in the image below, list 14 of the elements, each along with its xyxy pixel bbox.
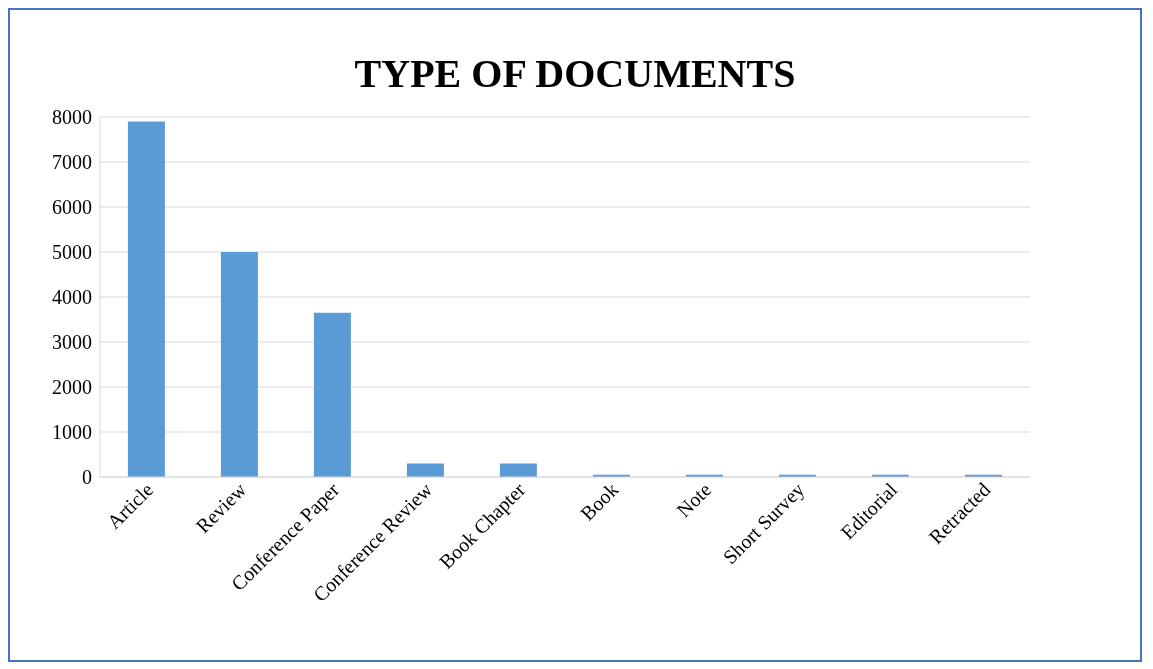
bar bbox=[127, 121, 165, 477]
bar bbox=[313, 312, 351, 477]
y-tick-label: 8000 bbox=[52, 106, 92, 129]
y-tick-label: 7000 bbox=[52, 151, 92, 174]
y-tick-label: 2000 bbox=[52, 376, 92, 399]
y-tick-label: 1000 bbox=[52, 421, 92, 444]
y-tick-label: 5000 bbox=[52, 241, 92, 264]
y-tick-label: 0 bbox=[82, 466, 92, 489]
chart-title: TYPE OF DOCUMENTS bbox=[353, 50, 797, 97]
y-tick-label: 3000 bbox=[52, 331, 92, 354]
bar bbox=[220, 252, 258, 477]
y-tick-label: 6000 bbox=[52, 196, 92, 219]
x-tick-label: Note bbox=[672, 478, 716, 522]
y-tick-label: 4000 bbox=[52, 286, 92, 309]
